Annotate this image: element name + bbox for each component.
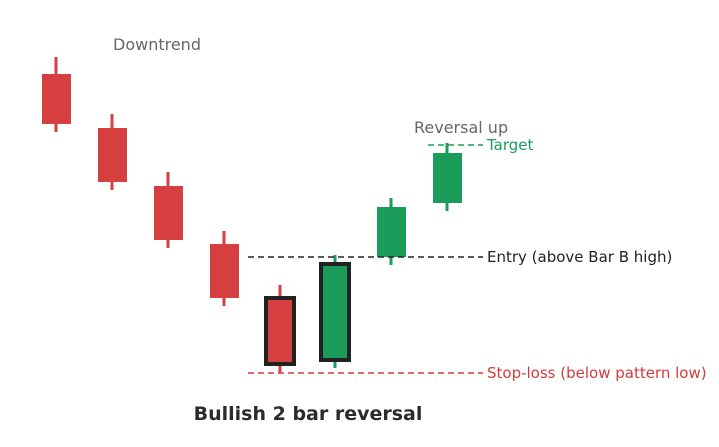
entry-label: Entry (above Bar B high)	[487, 248, 672, 266]
candle-bar-a	[264, 285, 296, 373]
candle-3	[154, 172, 183, 248]
stop-loss-label: Stop-loss (below pattern low)	[487, 364, 707, 382]
diagram-title: Bullish 2 bar reversal	[194, 403, 423, 425]
candle-4	[210, 231, 239, 306]
downtrend-label: Downtrend	[113, 35, 201, 54]
candle-1	[42, 57, 71, 132]
candle-bar-b	[319, 255, 351, 368]
target-label: Target	[486, 136, 534, 154]
candle-2	[98, 114, 127, 190]
reversal-up-label: Reversal up	[414, 118, 508, 137]
candle-7	[377, 198, 406, 265]
candle-8	[433, 143, 462, 211]
